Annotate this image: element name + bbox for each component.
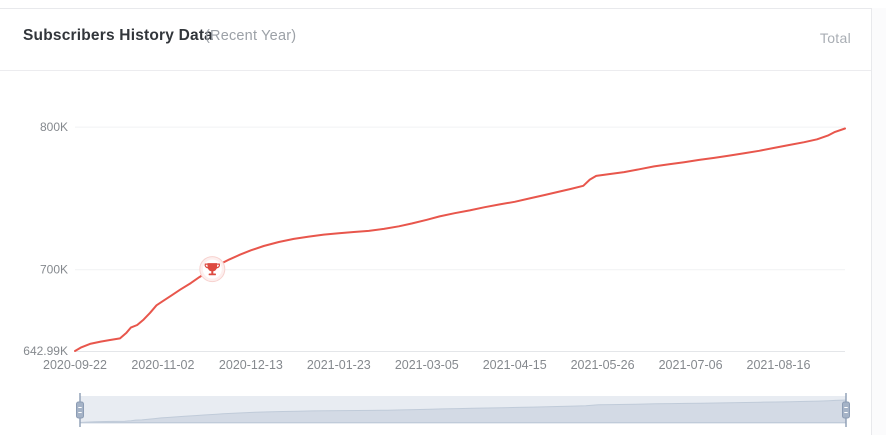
datazoom-right-handle-grip[interactable] <box>842 401 850 419</box>
x-axis-tick-label: 2021-01-23 <box>307 358 371 372</box>
datazoom-left-handle-grip[interactable] <box>76 401 84 419</box>
card-right-edge <box>871 8 886 435</box>
trophy-right-handle <box>216 263 221 269</box>
chart-title: Subscribers History Data <box>23 27 214 44</box>
x-axis-tick-label: 2021-08-16 <box>747 358 811 372</box>
milestone-marker[interactable] <box>199 256 226 283</box>
x-axis-tick-label: 2020-09-22 <box>43 358 107 372</box>
datazoom-right-handle[interactable] <box>842 393 850 427</box>
datazoom-left-handle[interactable] <box>76 393 84 427</box>
x-axis-tick-label: 2020-11-02 <box>131 358 194 372</box>
x-axis-tick-label: 2020-12-13 <box>219 358 283 372</box>
x-axis-tick-label: 2021-04-15 <box>483 358 547 372</box>
trophy-icon <box>204 263 221 276</box>
datazoom-data-shadow <box>79 399 847 423</box>
subscribers-series-line[interactable] <box>74 127 846 352</box>
chart-subtitle: (Recent Year) <box>205 28 297 44</box>
x-axis-tick-label: 2021-03-05 <box>395 358 459 372</box>
card-top-border <box>0 8 886 9</box>
chart-header: Subscribers History Data (Recent Year) T… <box>0 9 871 71</box>
x-axis-tick-label: 2021-07-06 <box>659 358 723 372</box>
y-axis-tick-label: 700K <box>40 263 68 277</box>
trophy-left-handle <box>204 263 209 269</box>
total-tab[interactable]: Total <box>819 30 851 46</box>
y-axis-tick-label: 800K <box>40 120 68 134</box>
x-axis-tick-label: 2021-05-26 <box>571 358 635 372</box>
trophy-cup <box>207 263 218 272</box>
trophy-stem <box>211 271 214 274</box>
trophy-base <box>208 273 216 276</box>
y-axis-tick-label: 642.99K <box>23 344 68 358</box>
